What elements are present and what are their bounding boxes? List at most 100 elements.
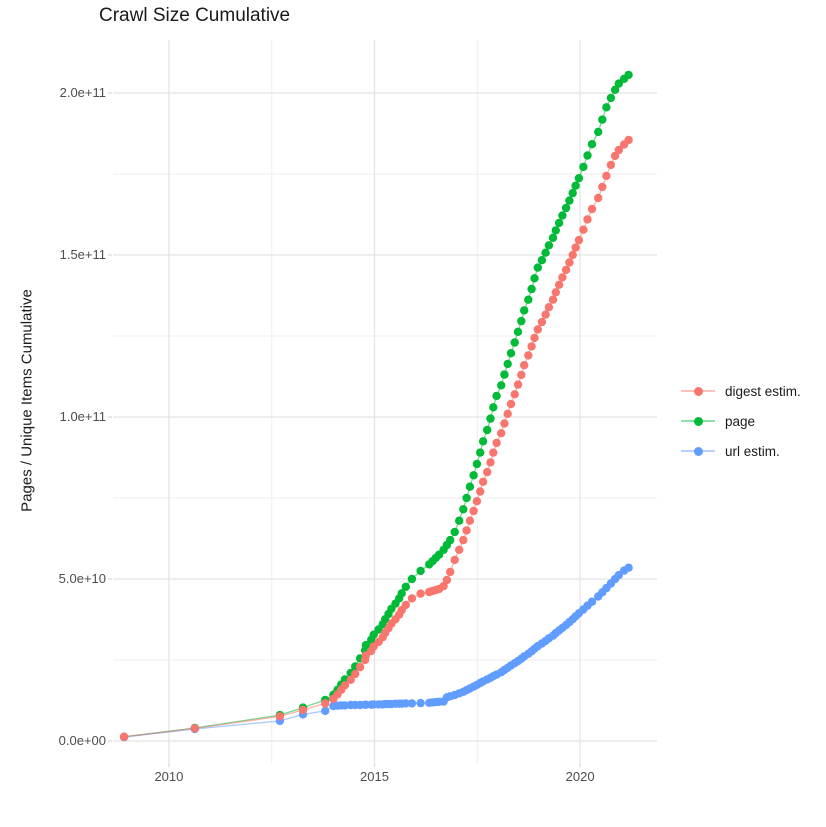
series-point-page — [594, 127, 603, 137]
series-point-url-estim — [416, 698, 425, 708]
series-point-digest-estim — [478, 477, 488, 486]
series-point-digest-estim — [513, 380, 523, 389]
series-point-digest-estim — [551, 288, 560, 297]
series-point-page — [568, 188, 577, 198]
series-point-page — [397, 589, 406, 598]
series-point-page — [513, 327, 523, 336]
series-point-digest-estim — [442, 575, 452, 585]
series-point-page — [610, 85, 620, 95]
series-point-digest-estim — [416, 589, 425, 598]
series-point-page — [606, 93, 616, 103]
legend-item-page: page — [681, 406, 801, 436]
series-point-digest-estim — [548, 295, 558, 304]
series-point-page — [527, 284, 536, 294]
plot-title: Crawl Size Cumulative — [99, 5, 291, 26]
series-point-page — [472, 459, 482, 469]
series-point-page — [506, 349, 516, 358]
series-point-digest-estim — [489, 448, 498, 457]
series-point-page — [497, 381, 506, 390]
series-point-url-estim — [624, 563, 633, 572]
series-point-digest-estim — [594, 193, 603, 203]
series-point-digest-estim — [530, 333, 539, 343]
x-tick-label: 2010 — [154, 769, 184, 784]
series-point-digest-estim — [602, 171, 611, 181]
series-point-digest-estim — [351, 669, 360, 679]
series-point-page — [544, 241, 554, 250]
series-point-page — [571, 181, 580, 190]
series-point-digest-estim — [190, 724, 199, 733]
series-point-page — [602, 103, 611, 112]
series-point-page — [541, 248, 550, 257]
legend-key-dot — [693, 446, 703, 456]
legend-key-dot — [693, 386, 703, 396]
series-point-digest-estim — [407, 594, 417, 603]
series-point-digest-estim — [561, 265, 571, 275]
series-point-digest-estim — [565, 258, 574, 267]
y-axis-title: Pages / Unique Items Cumulative — [18, 289, 36, 512]
y-tick-label: 1.0e+11 — [59, 409, 106, 424]
series-point-page — [530, 274, 539, 283]
legend-key-url-estim — [681, 443, 715, 459]
series-point-page — [446, 535, 455, 545]
series-point-page — [489, 403, 498, 412]
series-point-page — [520, 306, 529, 315]
series-point-digest-estim — [340, 681, 350, 690]
series-point-digest-estim — [401, 600, 410, 610]
series-point-digest-estim — [465, 516, 475, 525]
series-point-page — [476, 448, 485, 457]
series-point-page — [579, 162, 588, 172]
series-point-digest-estim — [472, 497, 482, 506]
series-point-url-estim — [407, 699, 417, 708]
series-point-digest-estim — [486, 458, 495, 467]
series-point-page — [407, 574, 417, 584]
series-point-digest-estim — [298, 705, 308, 715]
series-point-page — [554, 218, 564, 228]
series-point-page — [450, 527, 459, 537]
series-point-digest-estim — [500, 419, 509, 428]
series-point-page — [583, 151, 592, 160]
series-point-page — [401, 582, 410, 591]
legend-label-digest-estim: digest estim. — [725, 383, 801, 399]
series-point-page — [517, 316, 526, 326]
series-point-url-estim — [321, 706, 330, 716]
legend-label-page: page — [725, 413, 756, 429]
series-point-digest-estim — [544, 303, 554, 312]
series-point-page — [486, 414, 495, 423]
series-point-digest-estim — [568, 250, 577, 260]
legend-item-digest-estim: digest estim. — [681, 376, 801, 406]
series-point-page — [361, 640, 371, 650]
series-point-page — [574, 174, 584, 183]
series-point-page — [551, 226, 560, 235]
series-point-page — [500, 370, 509, 379]
series-point-digest-estim — [537, 317, 547, 327]
series-point-page — [503, 359, 512, 369]
series-point-digest-estim — [606, 160, 616, 170]
series-point-digest-estim — [462, 526, 471, 535]
series-point-digest-estim — [503, 409, 512, 418]
series-point-page — [459, 505, 468, 514]
series-point-page — [558, 211, 567, 220]
series-point-digest-estim — [450, 555, 459, 565]
series-point-digest-estim — [587, 204, 597, 214]
series-point-page — [455, 516, 464, 525]
series-point-page — [548, 233, 558, 242]
series-point-digest-estim — [483, 467, 492, 477]
series-point-digest-estim — [579, 225, 588, 234]
series-point-url-estim — [587, 597, 597, 606]
legend-key-dot — [693, 416, 703, 426]
y-tick-label: 2.0e+11 — [59, 85, 106, 100]
series-point-digest-estim — [455, 545, 464, 554]
series-point-digest-estim — [554, 280, 564, 289]
series-point-page — [469, 471, 478, 480]
series-point-page — [598, 115, 607, 124]
y-tick-label: 0.0e+00 — [58, 733, 106, 748]
series-point-digest-estim — [520, 361, 529, 370]
series-point-page — [416, 566, 425, 576]
series-point-digest-estim — [321, 699, 330, 708]
series-point-digest-estim — [541, 310, 550, 319]
series-point-digest-estim — [558, 273, 567, 282]
legend-key-digest-estim — [681, 383, 715, 399]
series-point-page — [483, 425, 492, 435]
